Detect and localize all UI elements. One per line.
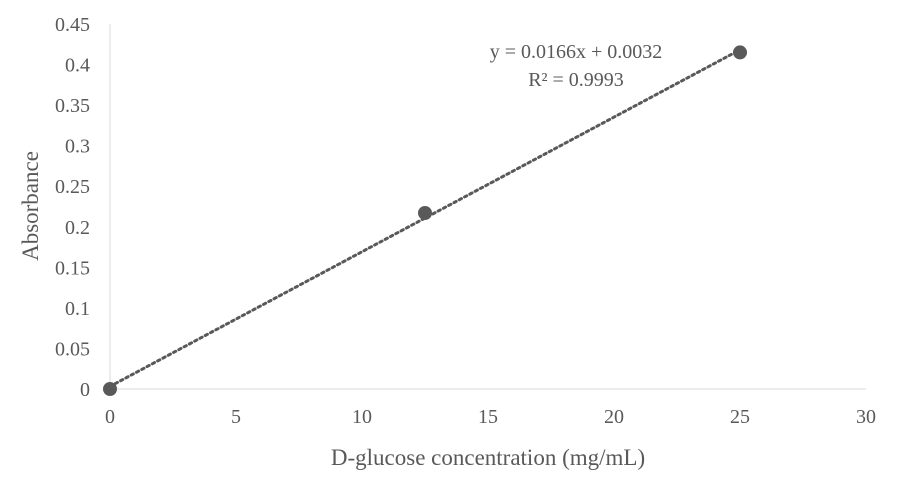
y-axis-title: Absorbance <box>18 151 43 261</box>
data-point <box>733 45 747 60</box>
trendline-r-squared: R² = 0.9993 <box>528 69 624 91</box>
y-tick-label: 0.1 <box>65 298 90 320</box>
tick-labels: 0 5 10 15 20 25 30 0 0.05 0.1 0.15 0.2 0.25 0.3 0.35 0.… <box>55 14 876 428</box>
y-tick-label: 0 <box>80 379 90 401</box>
y-tick-label: 0.35 <box>55 95 90 117</box>
data-point <box>103 382 117 396</box>
x-axis-title: D-glucose concentration (mg/mL) <box>331 445 645 470</box>
x-tick-label: 0 <box>105 406 115 428</box>
y-tick-label: 0.25 <box>55 176 90 198</box>
y-tick-label: 0.4 <box>65 55 90 77</box>
y-tick-label: 0.2 <box>65 217 90 239</box>
x-tick-label: 5 <box>231 406 241 428</box>
y-tick-label: 0.15 <box>55 257 90 279</box>
y-tick-label: 0.05 <box>55 338 90 360</box>
x-tick-label: 10 <box>352 406 372 428</box>
y-tick-label: 0.45 <box>55 14 90 36</box>
y-tick-label: 0.3 <box>65 136 90 158</box>
x-tick-label: 15 <box>478 406 498 428</box>
x-tick-label: 30 <box>856 406 876 428</box>
axes <box>109 24 866 390</box>
data-point <box>418 205 432 220</box>
data-points <box>103 45 747 396</box>
x-tick-label: 25 <box>730 406 750 428</box>
trendline-equation: y = 0.0166x + 0.0032 <box>490 41 663 63</box>
x-tick-label: 20 <box>604 406 624 428</box>
